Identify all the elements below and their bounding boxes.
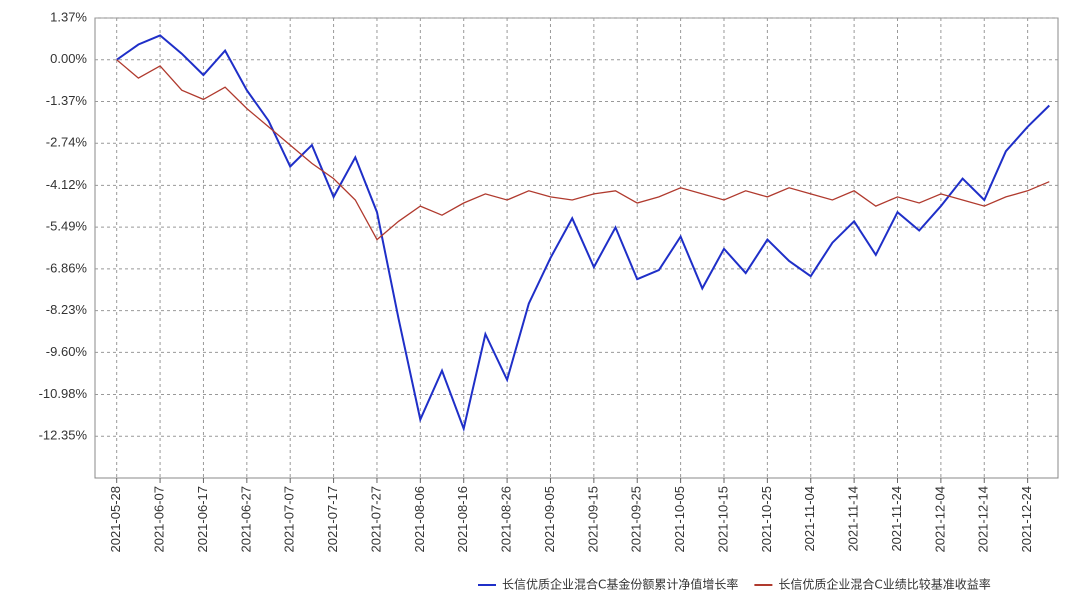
y-tick-label: -2.74% (46, 135, 88, 150)
x-tick-label: 2021-07-27 (368, 486, 383, 553)
x-tick-label: 2021-08-26 (499, 486, 514, 553)
y-tick-label: 1.37% (50, 9, 87, 24)
x-tick-label: 2021-06-17 (195, 486, 210, 553)
x-tick-label: 2021-09-05 (542, 486, 557, 553)
y-tick-label: -1.37% (46, 93, 88, 108)
legend-label: 长信优质企业混合C基金份额累计净值增长率 (502, 577, 738, 592)
legend-label: 长信优质企业混合C业绩比较基准收益率 (778, 577, 990, 592)
x-tick-label: 2021-08-06 (412, 486, 427, 553)
x-tick-label: 2021-06-27 (238, 486, 253, 553)
y-tick-label: -10.98% (39, 386, 88, 401)
y-tick-label: -8.23% (46, 302, 88, 317)
x-tick-label: 2021-07-17 (325, 486, 340, 553)
x-tick-label: 2021-12-04 (932, 486, 947, 553)
y-tick-label: -6.86% (46, 260, 88, 275)
x-tick-label: 2021-09-15 (585, 486, 600, 553)
x-tick-label: 2021-10-05 (672, 486, 687, 553)
x-tick-label: 2021-11-04 (802, 486, 817, 552)
x-tick-label: 2021-11-24 (889, 486, 904, 552)
x-tick-label: 2021-09-25 (629, 486, 644, 553)
series-line (116, 34, 1051, 433)
x-tick-label: 2021-07-07 (282, 486, 297, 553)
series-line (116, 59, 1050, 241)
y-tick-label: -9.60% (46, 344, 88, 359)
x-tick-label: 2021-10-25 (759, 486, 774, 553)
y-tick-label: -4.12% (46, 177, 88, 192)
x-tick-label: 2021-08-16 (455, 486, 470, 553)
x-tick-label: 2021-11-14 (846, 486, 861, 552)
x-tick-label: 2021-12-14 (976, 486, 991, 553)
x-tick-label: 2021-05-28 (108, 486, 123, 553)
y-tick-label: -5.49% (46, 219, 88, 234)
plot-frame (94, 17, 1059, 479)
y-tick-label: 0.00% (50, 51, 87, 66)
x-tick-label: 2021-10-15 (715, 486, 730, 553)
x-tick-label: 2021-12-24 (1019, 486, 1034, 553)
y-tick-label: -12.35% (39, 428, 88, 443)
legend: 长信优质企业混合C基金份额累计净值增长率 长信优质企业混合C业绩比较基准收益率 (478, 577, 991, 592)
x-tick-label: 2021-06-07 (152, 486, 167, 553)
